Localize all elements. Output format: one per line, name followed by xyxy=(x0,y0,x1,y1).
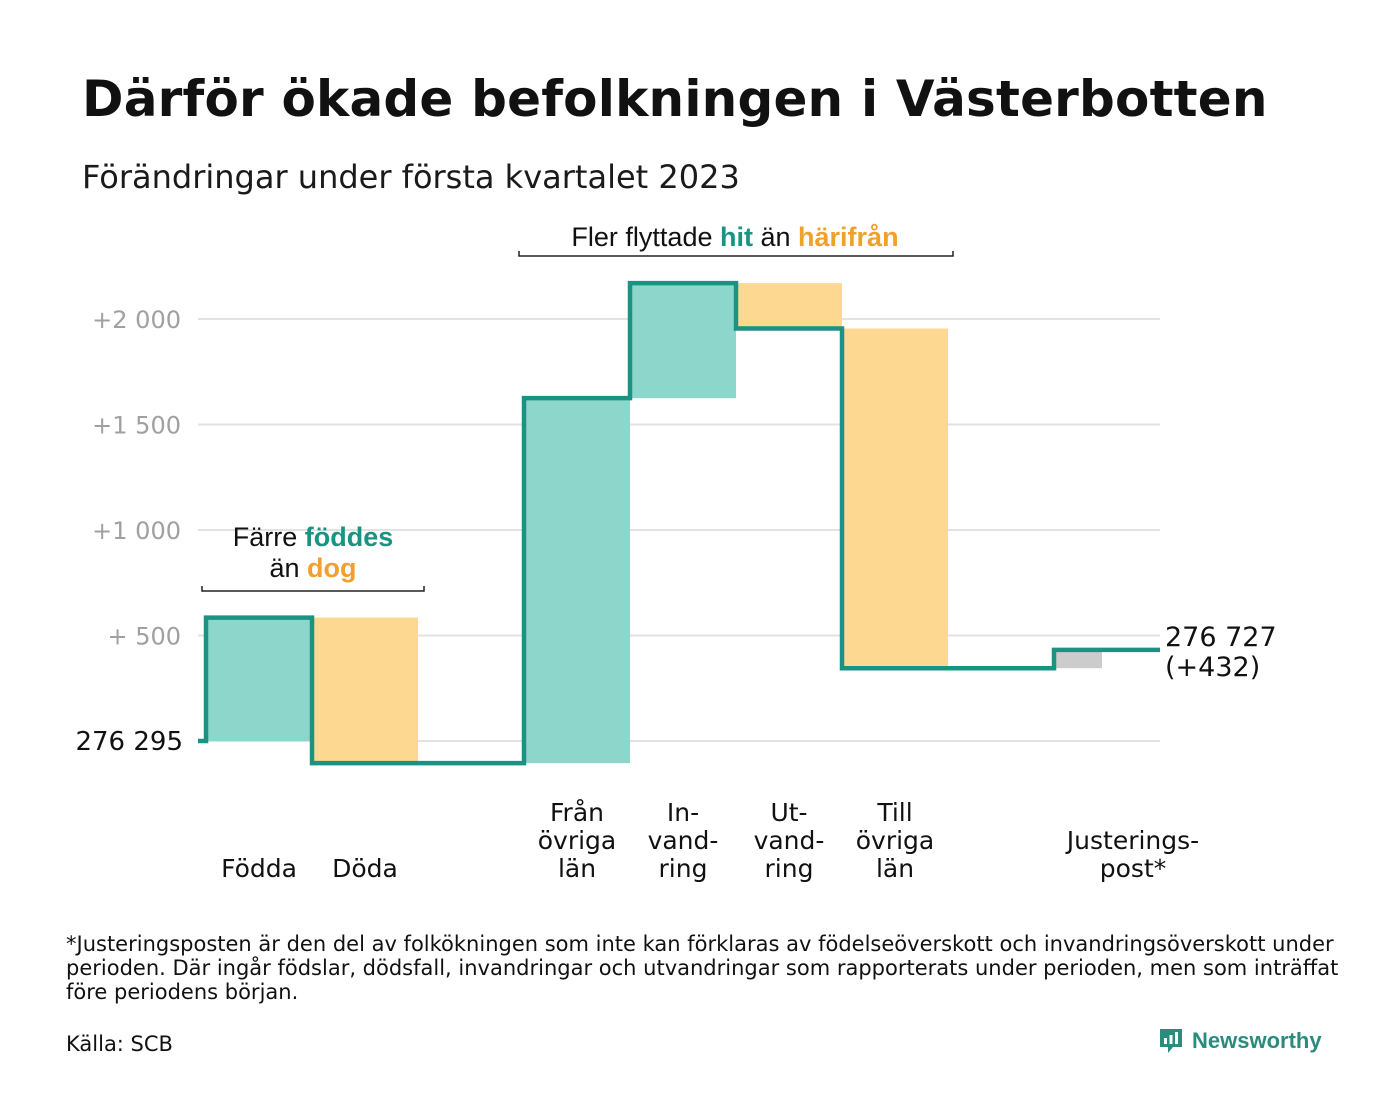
waterfall-bar xyxy=(736,283,842,329)
annotation-text-part: Färre xyxy=(233,522,305,552)
x-category-label: vand- xyxy=(754,826,825,855)
annotation-bracket-births xyxy=(201,586,425,592)
annotation-text-part: hit xyxy=(720,222,753,252)
annotation-text-part: föddes xyxy=(305,522,394,552)
waterfall-chart: + 500+1 000+1 500+2 000 Födda DödaFrånövr… xyxy=(75,222,1277,883)
x-category-label: post* xyxy=(1100,854,1167,883)
x-category-label: övriga xyxy=(538,826,617,855)
x-category-label: In- xyxy=(667,798,699,827)
annotation-migration: Fler flyttade hit än härifrån xyxy=(571,222,898,252)
x-category-label: vand- xyxy=(648,826,719,855)
x-category-label: Justerings- xyxy=(1065,826,1199,855)
waterfall-bar xyxy=(206,617,312,741)
y-tick-label: +2 000 xyxy=(92,306,181,334)
footnote: *Justeringsposten är den del av folkökni… xyxy=(66,932,1339,1004)
x-category-label: län xyxy=(558,854,596,883)
newsworthy-brand[interactable]: Newsworthy xyxy=(1158,1026,1322,1056)
x-category-label: ring xyxy=(659,854,708,883)
annotation-births-line2: än dog xyxy=(269,553,356,583)
cumulative-step-line xyxy=(198,280,1160,766)
x-category-label: Ut- xyxy=(770,798,807,827)
y-tick-label: + 500 xyxy=(107,623,181,651)
annotation-text-part: än xyxy=(753,222,798,252)
y-tick-label: +1 500 xyxy=(92,412,181,440)
start-value-label: 276 295 xyxy=(75,727,183,757)
y-tick-label: +1 000 xyxy=(92,517,181,545)
waterfall-bar xyxy=(842,328,948,669)
end-value-label: 276 727 xyxy=(1165,622,1277,653)
annotation-text-part: än xyxy=(269,553,307,583)
annotation-births-line1: Färre föddes xyxy=(233,522,394,552)
x-category-label: Till xyxy=(876,798,912,827)
x-category-label: ring xyxy=(765,854,814,883)
x-category-label: Födda xyxy=(221,854,297,883)
newsworthy-logo-icon xyxy=(1160,1029,1182,1053)
waterfall-bar xyxy=(630,283,736,399)
waterfall-bar xyxy=(524,398,630,764)
brand-name: Newsworthy xyxy=(1192,1028,1322,1053)
waterfall-bar xyxy=(1054,649,1102,669)
chart-subtitle: Förändringar under första kvartalet 2023 xyxy=(82,158,740,196)
end-value-label: (+432) xyxy=(1165,652,1260,683)
annotation-text-part: härifrån xyxy=(798,222,899,252)
annotation-text-part: dog xyxy=(307,553,356,583)
source-note: Källa: SCB xyxy=(66,1032,173,1056)
annotation-bracket-migration xyxy=(518,251,954,257)
x-category-label: Från xyxy=(550,798,604,827)
x-category-label: Döda xyxy=(332,854,398,883)
chart-title: Därför ökade befolkningen i Västerbotten xyxy=(82,70,1268,128)
x-category-label: övriga xyxy=(856,826,935,855)
annotation-text-part: Fler flyttade xyxy=(571,222,720,252)
waterfall-bar xyxy=(312,617,418,764)
x-category-label: län xyxy=(876,854,914,883)
